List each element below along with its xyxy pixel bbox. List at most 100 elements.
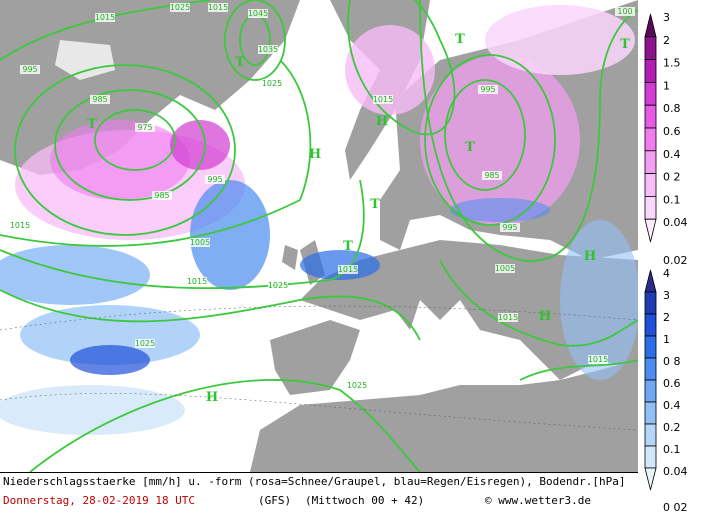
caption-line: Niederschlagsstaerke [mm/h] u. -form (ro…: [3, 475, 626, 488]
isobar-label: 995: [22, 65, 37, 74]
legend-label: 0.4: [663, 399, 681, 412]
legend-label: 4: [663, 267, 670, 280]
isobar-label-bg: [347, 381, 367, 390]
pressure-center: H: [309, 147, 321, 162]
isobar-label: 1015: [588, 355, 608, 364]
isobar-label: 1015: [208, 3, 228, 12]
legend-label: 2: [663, 311, 670, 324]
isobar-label-bg: [205, 175, 225, 184]
pressure-center: T: [235, 55, 245, 70]
pressure-center: T: [455, 32, 465, 47]
legend-swatch: [644, 379, 657, 403]
isobar-label-bg: [258, 45, 278, 54]
isobar-label-bg: [338, 265, 358, 274]
isobar-label: 1035: [258, 45, 278, 54]
isobar-label-bg: [478, 85, 498, 94]
isobar-label-bg: [20, 65, 40, 74]
legend-swatch: [644, 82, 657, 106]
isobar-label-bg: [190, 238, 210, 247]
legend-label: 0.1: [663, 193, 681, 206]
isobar-label: 995: [502, 223, 517, 232]
caption-date: Donnerstag, 28-02-2019 18 UTC: [3, 494, 195, 507]
pressure-center: T: [620, 37, 630, 52]
pressure-center: T: [370, 197, 380, 212]
legend-swatch: [644, 150, 657, 175]
isobar-label-bg: [588, 355, 608, 364]
isobar-label: 985: [92, 95, 107, 104]
legend-label: 0.04: [663, 465, 688, 478]
isobar-label: 1015: [10, 221, 30, 230]
isobar-label: 1025: [347, 381, 367, 390]
legend-label: 0 02: [663, 501, 688, 513]
legend-label: 0.1: [663, 443, 681, 456]
legend-swatch: [644, 313, 657, 337]
pressure-center: T: [465, 140, 475, 155]
isobar-label: 1015: [95, 13, 115, 22]
legend-swatch: [644, 104, 657, 129]
isobar-label-bg: [268, 281, 288, 290]
isobar-label-bg: [615, 7, 635, 16]
pressure-center: H: [206, 390, 218, 405]
isobar-label: 1005: [190, 238, 210, 247]
legend-swatch: [644, 335, 657, 359]
legend-swatch: [644, 401, 657, 425]
legend-label: 0.2: [663, 421, 681, 434]
isobar-label-bg: [262, 79, 282, 88]
legend-label: 1: [663, 333, 670, 346]
isobar-label-bg: [135, 123, 155, 132]
isobars: [0, 0, 639, 473]
isobar-label-bg: [187, 277, 207, 286]
legend-label: 1: [663, 79, 670, 92]
isobar-label: 1025: [262, 79, 282, 88]
legend-swatch: [644, 59, 657, 83]
legend-label: 0.8: [663, 102, 681, 115]
isobar-label-bg: [95, 13, 115, 22]
legend-label: 0.02: [663, 254, 688, 267]
legend-swatch: [644, 445, 657, 469]
isobar-label: 1015: [373, 95, 393, 104]
legend-label: 1.5: [663, 57, 681, 70]
isobar-label: 1025: [170, 3, 190, 12]
isobar-label: 985: [154, 191, 169, 200]
legend-swatch: [644, 423, 657, 447]
isobar-label-bg: [10, 221, 30, 230]
isobar-label-bg: [170, 3, 190, 12]
isobar-label-bg: [135, 339, 155, 348]
isobar-label: 1025: [135, 339, 155, 348]
legend-label: 0.04: [663, 216, 688, 229]
legend-swatch: [644, 357, 657, 381]
isobar-label: 100: [617, 7, 632, 16]
legend-swatch: [644, 218, 657, 243]
isobar-label: 975: [137, 123, 152, 132]
caption-bg: [0, 472, 638, 513]
legend-swatch: [644, 195, 657, 220]
isobar-label-bg: [248, 9, 268, 18]
isobar-label-bg: [500, 223, 520, 232]
legend-swatch: [644, 127, 657, 152]
legend-label: 0.6: [663, 377, 681, 390]
legend-label: 0.6: [663, 125, 681, 138]
isobar-label-bg: [373, 95, 393, 104]
legend-swatch: [644, 291, 657, 315]
pressure-center: T: [343, 239, 353, 254]
isobar-label: 1015: [498, 313, 518, 322]
isobar-label: 995: [480, 85, 495, 94]
pressure-center: T: [87, 117, 97, 132]
legend-swatch: [644, 173, 657, 197]
isobar-label: 995: [207, 175, 222, 184]
pressure-center: H: [584, 249, 596, 264]
isobar-label-bg: [208, 3, 228, 12]
legend-swatch: [644, 467, 657, 491]
isobar-label: 1015: [338, 265, 358, 274]
legend-label: 3: [663, 289, 670, 302]
isobar-label: 1025: [268, 281, 288, 290]
caption-model: (GFS): [258, 494, 291, 507]
legend-label: 0 2: [663, 171, 681, 184]
pressure-center: H: [376, 114, 388, 129]
isobar-label-bg: [498, 313, 518, 322]
caption-credit: © www.wetter3.de: [485, 494, 591, 507]
coastlines: [0, 305, 639, 431]
pressure-center: H: [539, 309, 551, 324]
isobar-label: 1045: [248, 9, 268, 18]
